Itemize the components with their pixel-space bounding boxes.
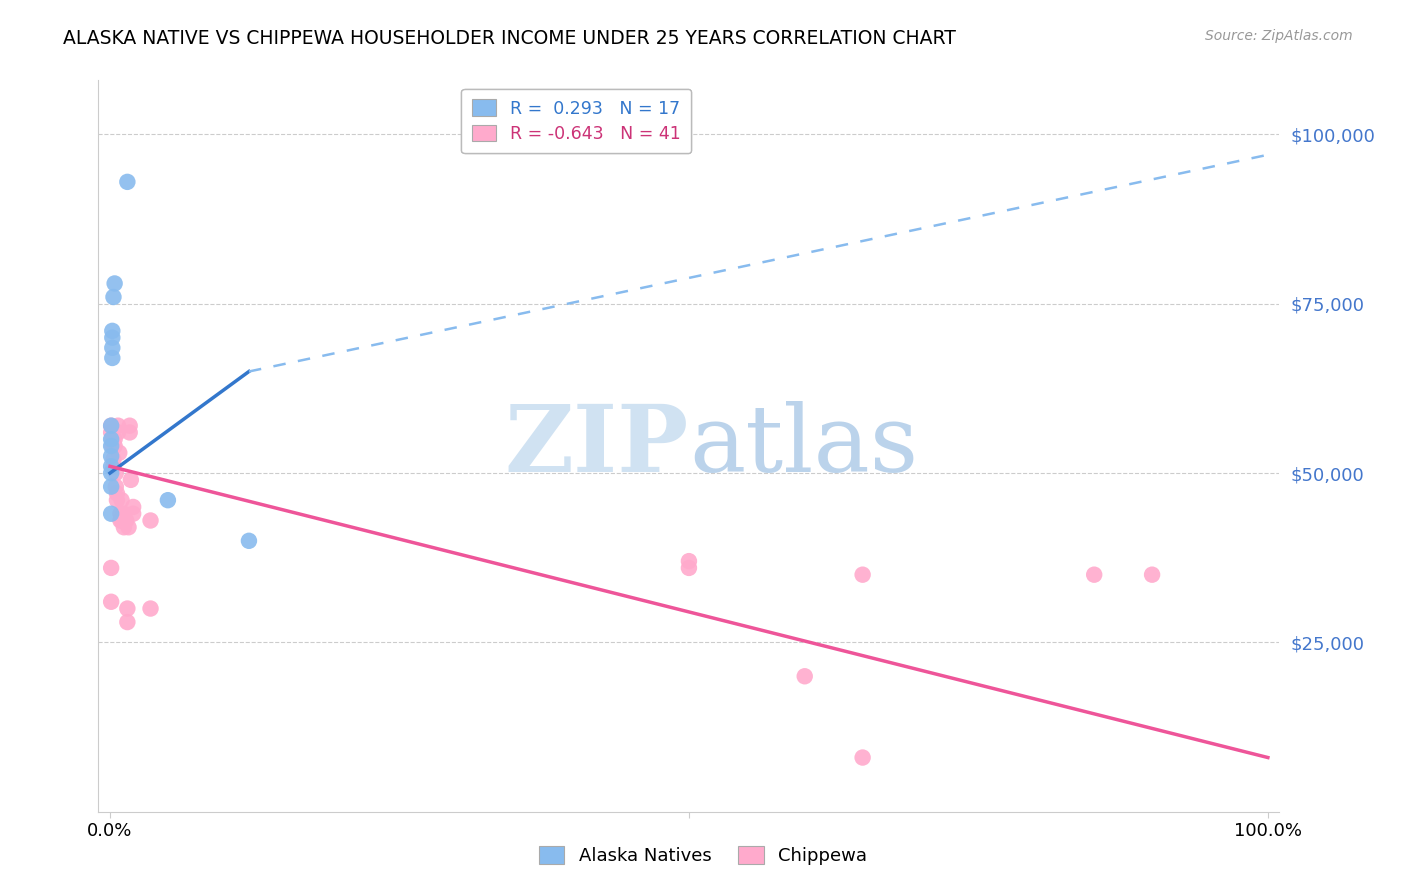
Point xyxy=(105,486,128,500)
Point xyxy=(100,432,122,446)
Point xyxy=(117,175,139,189)
Point xyxy=(103,459,125,474)
Point xyxy=(156,493,179,508)
Point xyxy=(104,466,127,480)
Point xyxy=(115,514,138,528)
Point xyxy=(112,507,135,521)
Point xyxy=(139,514,162,528)
Point xyxy=(100,459,122,474)
Point xyxy=(122,507,145,521)
Point xyxy=(110,507,132,521)
Point xyxy=(117,615,139,629)
Point xyxy=(110,493,132,508)
Point xyxy=(108,446,131,460)
Point xyxy=(104,480,127,494)
Point xyxy=(118,418,141,433)
Legend: Alaska Natives, Chippewa: Alaska Natives, Chippewa xyxy=(531,839,875,872)
Point xyxy=(104,439,127,453)
Text: atlas: atlas xyxy=(689,401,918,491)
Legend: R =  0.293   N = 17, R = -0.643   N = 41: R = 0.293 N = 17, R = -0.643 N = 41 xyxy=(461,89,692,153)
Point xyxy=(104,277,127,291)
Point xyxy=(100,595,122,609)
Point xyxy=(120,473,142,487)
Point xyxy=(103,452,125,467)
Point xyxy=(104,432,127,446)
Text: ZIP: ZIP xyxy=(505,401,689,491)
Point xyxy=(100,449,122,463)
Point xyxy=(852,567,875,582)
Point xyxy=(1140,567,1163,582)
Point xyxy=(101,432,124,446)
Point xyxy=(107,425,129,440)
Point xyxy=(117,520,139,534)
Point xyxy=(101,351,124,365)
Point xyxy=(110,514,132,528)
Point xyxy=(852,750,875,764)
Point xyxy=(678,561,700,575)
Point xyxy=(100,561,122,575)
Point xyxy=(112,520,135,534)
Point xyxy=(100,466,122,480)
Text: ALASKA NATIVE VS CHIPPEWA HOUSEHOLDER INCOME UNDER 25 YEARS CORRELATION CHART: ALASKA NATIVE VS CHIPPEWA HOUSEHOLDER IN… xyxy=(63,29,956,47)
Point xyxy=(100,507,122,521)
Point xyxy=(105,493,128,508)
Point xyxy=(101,331,124,345)
Point xyxy=(100,418,122,433)
Point xyxy=(101,439,124,453)
Point xyxy=(110,514,132,528)
Text: Source: ZipAtlas.com: Source: ZipAtlas.com xyxy=(1205,29,1353,43)
Point xyxy=(139,601,162,615)
Point xyxy=(238,533,260,548)
Point xyxy=(100,480,122,494)
Point xyxy=(678,554,700,568)
Point xyxy=(1083,567,1105,582)
Point xyxy=(103,290,125,304)
Point xyxy=(107,418,129,433)
Point xyxy=(793,669,815,683)
Point xyxy=(101,324,124,338)
Point xyxy=(101,341,124,355)
Point xyxy=(118,425,141,440)
Point xyxy=(122,500,145,514)
Point xyxy=(100,425,122,440)
Point xyxy=(117,601,139,615)
Point xyxy=(100,418,122,433)
Point xyxy=(100,439,122,453)
